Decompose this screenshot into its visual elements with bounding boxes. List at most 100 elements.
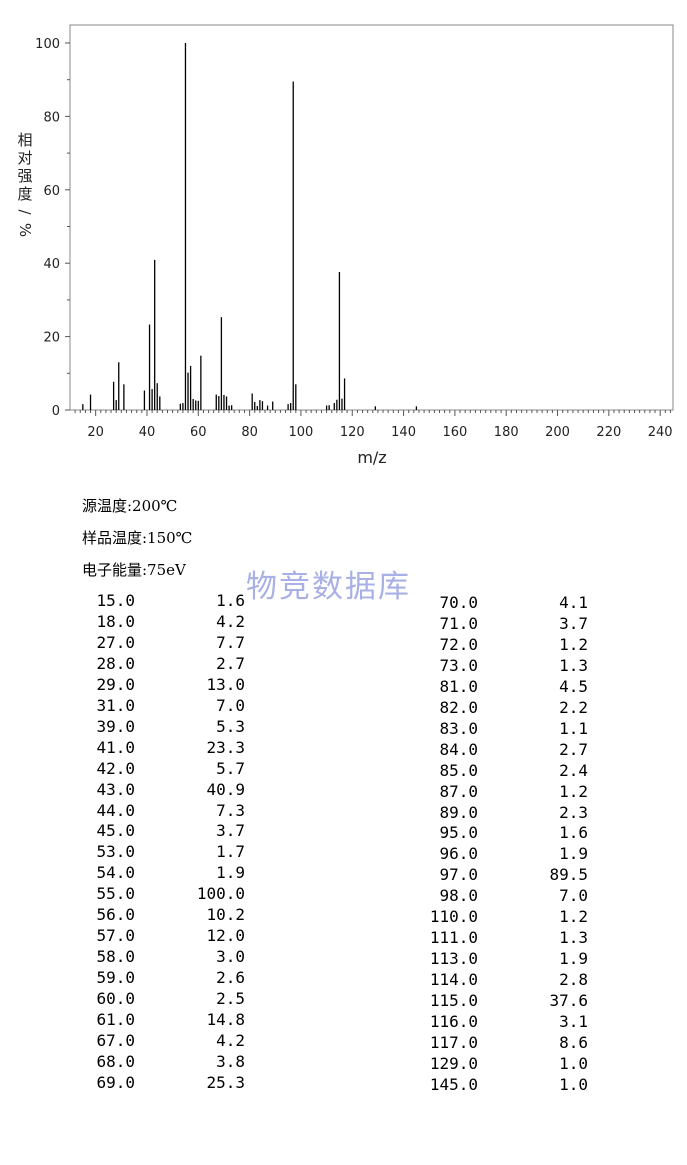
intensity-value: 2.6 — [216, 968, 245, 988]
intensity-value: 3.1 — [559, 1012, 588, 1031]
intensity-value: 1.0 — [559, 1053, 588, 1073]
intensity-value: 5.3 — [216, 716, 245, 736]
mz-value: 87.0 — [439, 781, 478, 801]
x-tick-label: 220 — [596, 425, 621, 440]
intensity-value: 7.7 — [216, 632, 245, 652]
intensity-value: 1.2 — [559, 634, 588, 654]
mz-value: 42.0 — [96, 758, 135, 778]
intensity-value: 1.6 — [559, 823, 588, 843]
mz-value: 70.0 — [439, 593, 478, 612]
intensity-value: 23.3 — [206, 737, 245, 757]
mz-value: 53.0 — [96, 842, 135, 862]
intensity-value: 1.9 — [559, 844, 588, 864]
mz-value: 60.0 — [96, 989, 135, 1009]
intensity-value: 100.0 — [196, 884, 245, 904]
intensity-value: 3.0 — [216, 947, 245, 967]
mz-value: 54.0 — [96, 863, 135, 883]
mz-value: 83.0 — [439, 718, 478, 738]
x-tick-label: 120 — [340, 425, 365, 440]
intensity-value: 10.2 — [206, 905, 245, 925]
intensity-value: 2.3 — [559, 802, 588, 822]
mz-value: 44.0 — [96, 800, 135, 820]
mz-value: 15.0 — [96, 591, 135, 610]
mz-value: 96.0 — [439, 844, 478, 864]
mz-value: 61.0 — [96, 1010, 135, 1029]
x-tick-label: 20 — [87, 425, 104, 440]
mz-value: 98.0 — [439, 886, 478, 906]
y-tick-label: 60 — [43, 184, 60, 199]
y-label-char: 对 — [17, 149, 32, 167]
intensity-value: 1.0 — [559, 1074, 588, 1094]
mz-value: 67.0 — [96, 1030, 135, 1050]
x-tick-label: 240 — [648, 425, 673, 440]
intensity-value: 1.2 — [559, 907, 588, 927]
x-tick-label: 160 — [442, 425, 467, 440]
x-tick-label: 100 — [289, 425, 314, 440]
intensity-value: 25.3 — [206, 1072, 245, 1092]
x-tick-label: 80 — [241, 425, 258, 440]
mz-value: 111.0 — [429, 928, 478, 948]
intensity-value: 4.2 — [216, 1030, 245, 1050]
intensity-value: 12.0 — [206, 926, 245, 946]
mz-value: 117.0 — [429, 1032, 478, 1052]
intensity-value: 37.6 — [549, 991, 588, 1011]
mz-value: 45.0 — [96, 821, 135, 841]
y-axis-ticks: 0 20 40 60 80 100 — [35, 37, 70, 419]
intensity-value: 89.5 — [549, 865, 588, 885]
mz-value: 110.0 — [429, 907, 478, 927]
intensity-value: 1.9 — [559, 949, 588, 969]
watermark: 物竞数据库 — [246, 569, 411, 605]
intensity-value: 2.7 — [216, 653, 245, 673]
mz-value: 28.0 — [96, 653, 135, 673]
intensity-value: 4.5 — [559, 676, 588, 696]
mz-value: 95.0 — [439, 823, 478, 843]
y-tick-label: 0 — [52, 404, 60, 419]
mz-value: 41.0 — [96, 737, 135, 757]
mz-value: 145.0 — [429, 1074, 478, 1094]
x-tick-label: 180 — [494, 425, 519, 440]
mz-value: 84.0 — [439, 739, 478, 759]
mz-value: 115.0 — [429, 991, 478, 1011]
y-tick-label: 20 — [43, 331, 60, 346]
intensity-value: 4.2 — [216, 611, 245, 631]
intensity-value: 13.0 — [206, 674, 245, 694]
intensity-value: 5.7 — [216, 758, 245, 778]
x-axis-label: m/z — [357, 448, 386, 467]
mz-value: 39.0 — [96, 716, 135, 736]
intensity-value: 2.7 — [559, 739, 588, 759]
y-label-char: 度 — [17, 185, 32, 203]
intensity-value: 1.3 — [559, 928, 588, 948]
source-temperature: 源温度:200℃ — [82, 497, 178, 515]
mz-value: 129.0 — [429, 1053, 478, 1073]
x-tick-label: 200 — [545, 425, 570, 440]
intensity-value: 7.3 — [216, 800, 245, 820]
mz-value: 68.0 — [96, 1051, 135, 1071]
x-tick-label: 140 — [391, 425, 416, 440]
mz-value: 27.0 — [96, 632, 135, 652]
mz-value: 31.0 — [96, 695, 135, 715]
intensity-value: 4.1 — [559, 593, 588, 612]
intensity-value: 1.9 — [216, 863, 245, 883]
y-tick-label: 100 — [35, 37, 60, 52]
y-tick-label: 80 — [43, 110, 60, 125]
intensity-value: 2.8 — [559, 970, 588, 990]
intensity-value: 14.8 — [206, 1010, 245, 1029]
intensity-value: 2.4 — [559, 760, 588, 780]
intensity-value: 3.8 — [216, 1051, 245, 1071]
mz-value: 116.0 — [429, 1012, 478, 1031]
x-tick-label: 40 — [139, 425, 156, 440]
y-label-char: 强 — [17, 167, 32, 185]
intensity-value: 3.7 — [216, 821, 245, 841]
intensity-value: 1.1 — [559, 718, 588, 738]
mz-value: 56.0 — [96, 905, 135, 925]
intensity-value: 1.2 — [559, 781, 588, 801]
intensity-value: 2.5 — [216, 989, 245, 1009]
sample-temperature: 样品温度:150℃ — [82, 529, 193, 547]
mz-value: 73.0 — [439, 655, 478, 675]
intensity-value: 8.6 — [559, 1032, 588, 1052]
mz-value: 43.0 — [96, 779, 135, 799]
peak-table-left: 15.0 1.6 18.0 4.2 27.0 7.7 28.0 2.7 29.0 13.0 31.0… — [75, 591, 255, 1096]
x-axis-ticks: 20 40 60 80 100 120 140 160 180 200 220 240 — [74, 410, 673, 440]
